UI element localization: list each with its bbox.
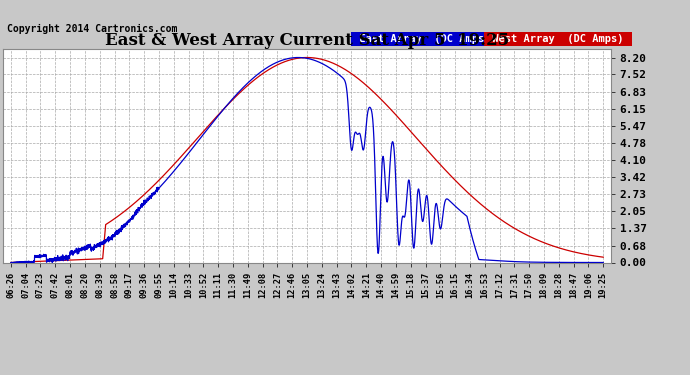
Text: West Array  (DC Amps): West Array (DC Amps) [486,34,630,44]
Text: Copyright 2014 Cartronics.com: Copyright 2014 Cartronics.com [7,24,177,34]
Title: East & West Array Current Sat Apr 5  19:25: East & West Array Current Sat Apr 5 19:2… [105,32,509,49]
Text: East Array  (DC Amps): East Array (DC Amps) [353,34,496,44]
